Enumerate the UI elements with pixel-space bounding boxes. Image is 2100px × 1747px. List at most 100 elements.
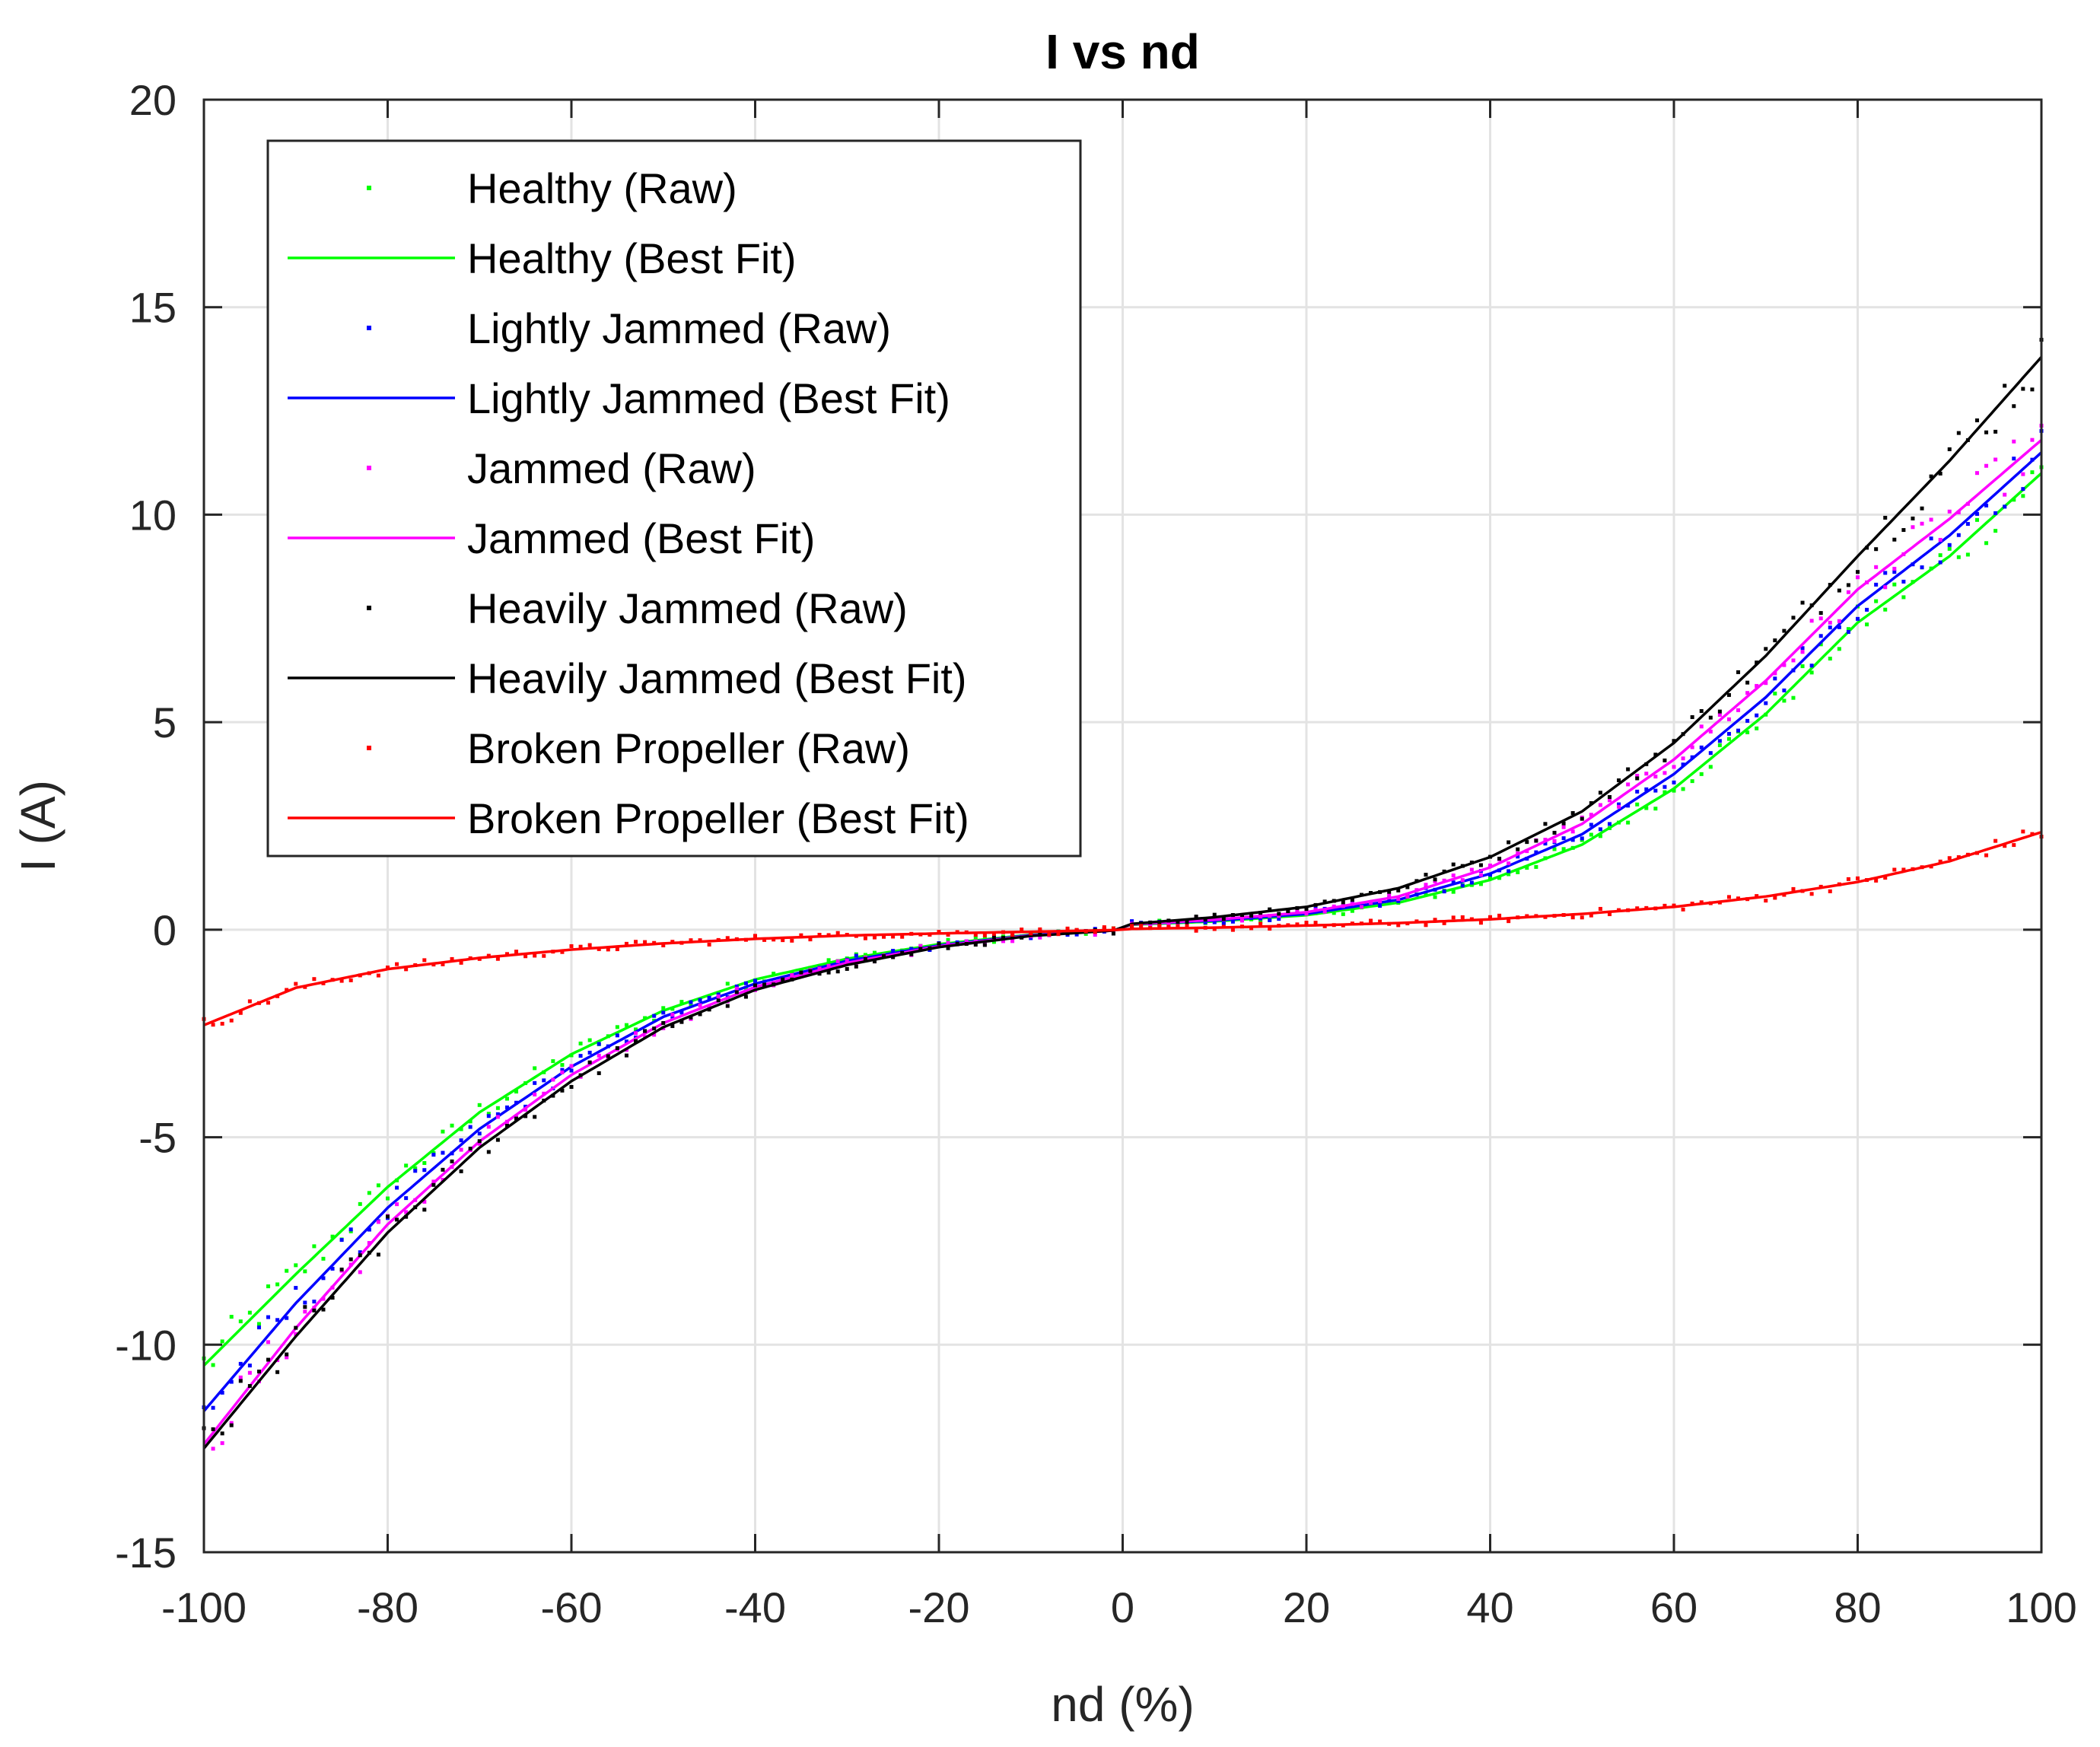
raw-point (982, 933, 987, 937)
raw-point (1350, 909, 1354, 913)
raw-point (1993, 429, 1998, 434)
raw-point (1929, 474, 1933, 479)
raw-point (450, 1123, 454, 1128)
raw-point (1534, 850, 1538, 854)
raw-point (1460, 878, 1465, 883)
raw-point (1424, 883, 1428, 887)
y-tick-label: 10 (129, 491, 177, 539)
raw-point (615, 1025, 619, 1029)
raw-point (1561, 825, 1566, 829)
raw-point (1589, 913, 1593, 918)
raw-point (1552, 838, 1557, 843)
raw-point (624, 1053, 628, 1058)
raw-point (753, 983, 757, 988)
raw-point (1818, 634, 1823, 638)
raw-point (1626, 820, 1631, 825)
raw-point (1883, 607, 1888, 612)
raw-point (1726, 731, 1731, 736)
raw-point (1938, 471, 1943, 476)
raw-point (1764, 681, 1768, 686)
raw-point (441, 1150, 445, 1155)
raw-point (1892, 537, 1897, 542)
raw-point (533, 1066, 537, 1071)
raw-point (1322, 899, 1327, 904)
x-tick-label: -20 (908, 1583, 970, 1631)
raw-point (1507, 872, 1511, 877)
raw-point (1249, 926, 1254, 931)
raw-point (946, 937, 950, 942)
raw-point (1773, 638, 1777, 643)
raw-point (422, 1160, 427, 1165)
raw-point (634, 1027, 638, 1032)
raw-point (238, 1319, 243, 1324)
raw-point (1598, 827, 1602, 832)
raw-point (799, 933, 803, 937)
raw-point (1277, 917, 1281, 921)
raw-point (882, 934, 886, 939)
raw-point (2003, 383, 2007, 388)
raw-point (495, 1138, 500, 1142)
raw-point (367, 1191, 371, 1195)
raw-point (698, 1012, 702, 1017)
raw-point (1635, 776, 1640, 781)
raw-point (1920, 565, 1924, 570)
raw-point (1938, 553, 1943, 558)
raw-point (1332, 911, 1336, 915)
raw-point (386, 1196, 390, 1201)
raw-point (1672, 903, 1676, 908)
raw-point (1956, 533, 1961, 537)
raw-point (1681, 756, 1685, 761)
raw-point (1405, 897, 1410, 902)
raw-point (689, 1002, 693, 1007)
raw-point (743, 994, 748, 999)
raw-point (1892, 582, 1897, 587)
raw-point (1883, 876, 1888, 880)
raw-point (661, 1010, 666, 1015)
raw-point (1580, 836, 1584, 841)
raw-point (1672, 780, 1676, 784)
raw-point (441, 962, 445, 966)
raw-point (395, 962, 399, 966)
raw-point (1828, 889, 1832, 893)
raw-point (1993, 457, 1998, 462)
raw-point (689, 1000, 693, 1004)
raw-point (762, 937, 767, 942)
raw-point (698, 1003, 702, 1007)
raw-point (1478, 863, 1483, 867)
raw-point (1029, 931, 1033, 936)
raw-point (321, 1276, 326, 1281)
legend-label-fit: Healthy (Best Fit) (467, 234, 797, 282)
best-fit-line (202, 356, 2043, 1449)
raw-point (2012, 439, 2016, 444)
series-group (202, 829, 2044, 1027)
raw-point (1424, 923, 1428, 928)
raw-point (1598, 834, 1602, 838)
raw-point (486, 1114, 491, 1119)
raw-point (560, 950, 565, 954)
raw-point (1874, 878, 1879, 883)
raw-point (753, 934, 757, 938)
raw-point (1662, 771, 1667, 775)
raw-point (1442, 921, 1446, 925)
raw-point (1865, 607, 1869, 612)
raw-point (504, 1105, 509, 1109)
legend-label-raw: Healthy (Raw) (467, 164, 737, 212)
raw-point (817, 966, 822, 971)
raw-point (1755, 683, 1759, 688)
raw-point (1598, 791, 1602, 795)
raw-point (1277, 914, 1281, 918)
raw-point (459, 1147, 463, 1152)
raw-point (1736, 728, 1741, 733)
legend-label-fit: Lightly Jammed (Best Fit) (467, 374, 950, 422)
raw-point (1874, 582, 1879, 587)
raw-point (1901, 595, 1906, 600)
raw-point (1185, 924, 1189, 928)
raw-point (1258, 921, 1263, 926)
raw-point (533, 1115, 537, 1119)
raw-point (578, 1041, 583, 1045)
raw-point (991, 931, 996, 936)
raw-point (734, 986, 739, 991)
raw-point (1561, 847, 1566, 851)
raw-point (1690, 714, 1694, 719)
legend-marker-raw (367, 326, 371, 330)
